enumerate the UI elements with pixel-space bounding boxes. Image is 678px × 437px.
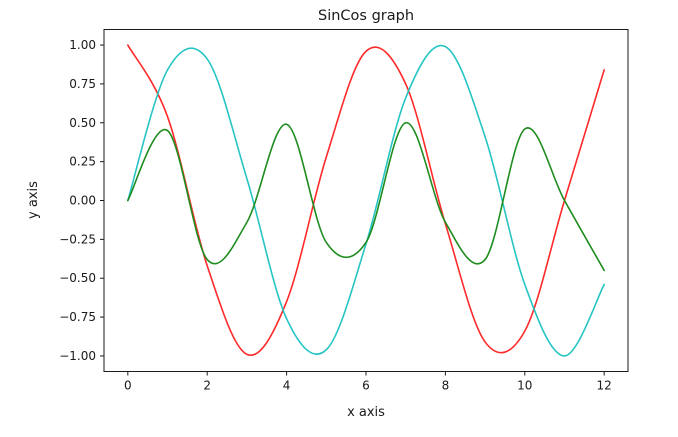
x-axis-label: x axis <box>347 405 385 420</box>
y-tick-label: −1.00 <box>59 349 96 363</box>
series-line-0 <box>127 44 605 357</box>
x-axis-ticks: 0 2 4 6 8 10 12 <box>124 371 612 393</box>
y-tick-label: −0.25 <box>59 232 96 246</box>
y-tick-label: 1.00 <box>69 38 96 52</box>
y-tick-label: 0.00 <box>69 194 96 208</box>
y-axis-ticks: −1.00 −0.75 −0.50 −0.25 0.00 0.25 0.50 0.75 1.00 <box>59 38 104 363</box>
series-line-2 <box>127 121 605 272</box>
y-tick-label: −0.50 <box>59 271 96 285</box>
y-tick-label: 0.50 <box>69 116 96 130</box>
x-tick-label: 8 <box>442 379 450 393</box>
x-tick-label: 0 <box>124 379 132 393</box>
y-tick-label: −0.75 <box>59 310 96 324</box>
x-tick-label: 2 <box>203 379 211 393</box>
plot-frame <box>103 29 629 372</box>
y-axis-label: y axis <box>26 181 41 219</box>
y-tick-label: 0.25 <box>69 155 96 169</box>
y-tick-label: 0.75 <box>69 77 96 91</box>
series-lines <box>127 44 605 357</box>
chart-title: SinCos graph <box>318 8 414 24</box>
series-line-1 <box>127 44 605 357</box>
x-tick-label: 10 <box>517 379 532 393</box>
x-tick-label: 4 <box>283 379 291 393</box>
x-tick-label: 12 <box>597 379 612 393</box>
x-tick-label: 6 <box>362 379 370 393</box>
